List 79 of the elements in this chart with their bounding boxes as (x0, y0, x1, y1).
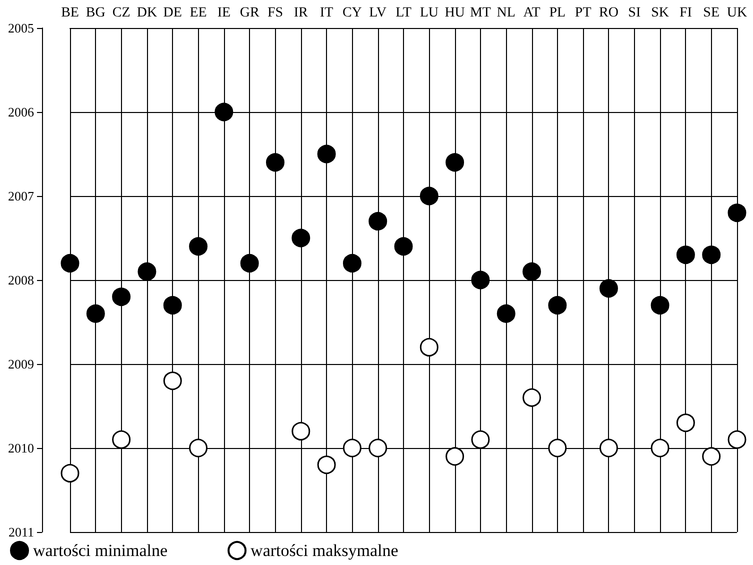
point (292, 422, 310, 440)
point (420, 338, 438, 356)
point (368, 212, 388, 230)
point (342, 254, 362, 272)
x-tick-label: IE (217, 6, 231, 20)
x-tick-label: MT (470, 6, 492, 20)
point (522, 262, 542, 281)
point (728, 204, 746, 222)
point (600, 438, 618, 458)
point (548, 296, 567, 314)
y-tick-label: 2010 (8, 440, 34, 456)
point (650, 296, 670, 314)
x-tick-label: SK (651, 6, 669, 20)
point (522, 388, 542, 407)
point (86, 304, 105, 323)
y-tick-label: 2006 (8, 104, 34, 120)
point (650, 438, 670, 458)
x-tick-label: PL (549, 6, 566, 20)
point (240, 254, 259, 272)
point (420, 186, 438, 206)
y-tick-label: 2008 (8, 272, 34, 288)
x-tick-label: GR (240, 6, 260, 20)
point (163, 372, 182, 390)
x-tick-label: AT (523, 6, 541, 20)
point (138, 262, 156, 281)
y-tick-label: 2011 (8, 524, 34, 540)
point (471, 270, 490, 290)
x-tick-label: FS (267, 6, 284, 20)
x-tick-label: NL (496, 6, 516, 20)
x-tick-label: BE (61, 6, 79, 20)
x-tick-label: DE (163, 6, 182, 20)
legend-label: wartości minimalne (33, 541, 168, 560)
point (702, 246, 721, 264)
point (548, 438, 567, 458)
x-tick-label: CZ (112, 6, 130, 20)
x-tick-label: EE (190, 6, 207, 20)
point (292, 228, 310, 248)
x-tick-label: LU (420, 6, 438, 20)
point (676, 414, 695, 432)
y-tick-label: 2009 (8, 356, 34, 372)
point (317, 456, 336, 474)
x-tick-label: DK (136, 6, 158, 20)
point (317, 144, 336, 164)
x-tick-label: IT (320, 6, 334, 20)
point (189, 438, 208, 458)
point (600, 279, 618, 298)
point (728, 430, 746, 449)
x-tick-label: SI (628, 6, 641, 20)
x-tick-label: RO (599, 6, 618, 20)
point (60, 254, 80, 272)
x-tick-label: IR (294, 6, 309, 20)
point (446, 153, 464, 172)
point (214, 102, 234, 122)
y-tick-label: 2005 (8, 20, 34, 36)
x-tick-label: FI (679, 6, 692, 20)
x-tick-label: HU (444, 6, 465, 20)
x-tick-label: CY (342, 6, 362, 20)
point (446, 447, 464, 466)
point (112, 430, 131, 449)
legend-label: wartości maksymalne (250, 541, 398, 560)
point (342, 438, 362, 458)
point (112, 288, 131, 306)
x-tick-label: SE (703, 6, 720, 20)
point (163, 296, 182, 314)
point (676, 246, 695, 264)
y-tick-label: 2007 (8, 188, 34, 204)
x-tick-label: BG (86, 6, 106, 20)
point (496, 304, 516, 323)
x-tick-label: PT (574, 6, 592, 20)
x-tick-label: UK (726, 6, 748, 20)
point (471, 430, 490, 449)
point (368, 438, 388, 458)
point (60, 464, 80, 482)
point (266, 153, 284, 172)
point (394, 237, 413, 256)
point (189, 237, 208, 256)
x-tick-label: LT (396, 6, 412, 20)
point (702, 447, 721, 466)
x-tick-label: LV (369, 6, 387, 20)
